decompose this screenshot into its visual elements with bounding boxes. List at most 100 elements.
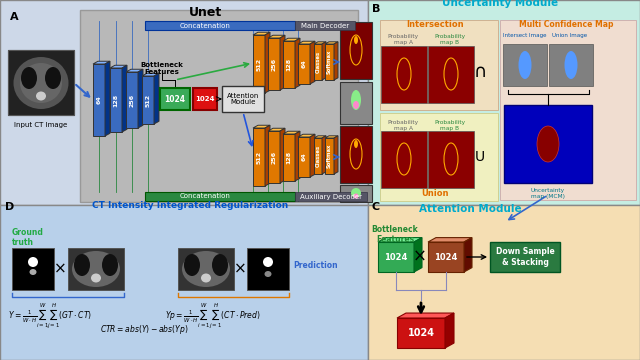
Bar [295, 192, 367, 201]
Bar [68, 248, 124, 290]
Bar [8, 50, 74, 115]
Text: ×: × [234, 261, 246, 276]
Polygon shape [334, 42, 338, 80]
Bar [378, 242, 414, 272]
Text: 1024: 1024 [408, 328, 435, 338]
Ellipse shape [354, 140, 358, 148]
Text: U: U [475, 150, 485, 164]
Bar [340, 185, 372, 202]
Bar [381, 46, 427, 103]
Text: 64: 64 [301, 60, 307, 68]
Text: Softmax: Softmax [327, 144, 332, 168]
Ellipse shape [91, 274, 101, 283]
Text: Probability
map A: Probability map A [387, 120, 419, 131]
Bar [381, 131, 427, 188]
Ellipse shape [20, 63, 62, 103]
Text: 1024: 1024 [195, 96, 215, 102]
Bar [368, 205, 640, 360]
Polygon shape [283, 38, 300, 41]
Ellipse shape [354, 36, 358, 44]
Bar [247, 248, 289, 290]
Text: Auxiliary Decoder: Auxiliary Decoder [300, 194, 362, 199]
Bar [268, 38, 280, 90]
Ellipse shape [353, 194, 358, 198]
Text: 64: 64 [97, 96, 102, 104]
Text: ∩: ∩ [474, 63, 486, 81]
Polygon shape [268, 128, 285, 131]
Polygon shape [464, 238, 472, 272]
Bar [500, 20, 636, 200]
Ellipse shape [537, 126, 559, 162]
Polygon shape [142, 73, 159, 76]
Text: 512: 512 [257, 58, 262, 71]
Bar [193, 88, 217, 110]
Text: Intersect Image: Intersect Image [503, 33, 547, 38]
Bar [504, 105, 592, 183]
Ellipse shape [353, 101, 359, 109]
Text: 256: 256 [129, 94, 134, 107]
Bar [142, 76, 154, 124]
Bar [503, 44, 547, 86]
Bar [160, 88, 190, 110]
Bar [314, 138, 322, 174]
Bar [298, 137, 310, 177]
Text: $Y= \frac{1}{W \cdot H}\sum_{i=1}^{W}\sum_{j=1}^{H}(GT \cdot CT)$: $Y= \frac{1}{W \cdot H}\sum_{i=1}^{W}\su… [8, 302, 92, 331]
Bar [397, 318, 445, 348]
Polygon shape [310, 41, 315, 84]
Text: Union Image: Union Image [552, 33, 588, 38]
Bar [380, 20, 498, 110]
Text: ×: × [413, 248, 427, 266]
Text: Softmax: Softmax [327, 50, 332, 74]
Ellipse shape [36, 91, 46, 100]
Polygon shape [154, 73, 159, 124]
Text: Intersection: Intersection [406, 20, 464, 29]
Polygon shape [265, 32, 270, 93]
Text: A: A [10, 12, 19, 22]
Text: Uncertainty Module: Uncertainty Module [442, 0, 558, 8]
Ellipse shape [184, 254, 200, 276]
Polygon shape [280, 35, 285, 90]
Ellipse shape [28, 257, 38, 267]
Text: Unet: Unet [188, 6, 221, 19]
Polygon shape [268, 35, 285, 38]
Bar [298, 44, 310, 84]
Ellipse shape [74, 254, 90, 276]
Polygon shape [280, 128, 285, 183]
Ellipse shape [182, 251, 230, 287]
Text: 1024: 1024 [435, 252, 458, 261]
Text: 1024: 1024 [384, 252, 408, 261]
Text: 256: 256 [271, 58, 276, 71]
Polygon shape [325, 136, 338, 138]
Text: Bottleneck
Features: Bottleneck Features [372, 225, 419, 244]
Polygon shape [93, 61, 110, 64]
Text: Probability
map B: Probability map B [435, 34, 465, 45]
Polygon shape [397, 313, 454, 318]
Text: CT Intensity Integrated Regularization: CT Intensity Integrated Regularization [92, 201, 288, 210]
Ellipse shape [264, 271, 271, 277]
Bar [12, 248, 54, 290]
Text: 128: 128 [287, 58, 291, 71]
Bar [93, 64, 105, 136]
Ellipse shape [201, 274, 211, 283]
Polygon shape [322, 42, 326, 80]
Text: Down Sample
& Stacking: Down Sample & Stacking [495, 247, 554, 267]
Ellipse shape [263, 257, 273, 267]
Bar [178, 248, 234, 290]
Text: 256: 256 [271, 150, 276, 163]
Text: C: C [372, 202, 380, 212]
Bar [428, 131, 474, 188]
Text: $CTR= abs(Y) - abs(Yp)$: $CTR= abs(Y) - abs(Yp)$ [100, 323, 188, 336]
Bar [314, 44, 322, 80]
Text: Probability
map A: Probability map A [387, 34, 419, 45]
Text: Attention Module: Attention Module [419, 204, 522, 214]
Bar [253, 128, 265, 186]
Bar [110, 68, 122, 132]
Bar [340, 126, 372, 183]
Bar [0, 0, 368, 205]
Text: Concatenation: Concatenation [180, 194, 230, 199]
Ellipse shape [351, 90, 361, 110]
Ellipse shape [72, 251, 120, 287]
Polygon shape [110, 65, 127, 68]
Polygon shape [445, 313, 454, 348]
Bar [222, 86, 264, 112]
